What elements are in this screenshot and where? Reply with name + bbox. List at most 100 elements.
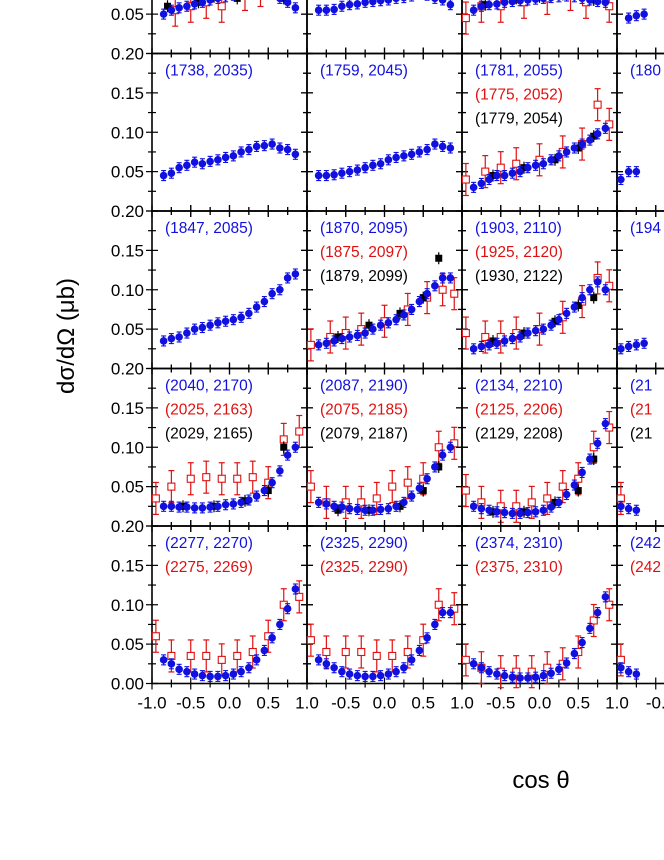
red-open-square-point [450, 592, 459, 626]
blue-dot-point [237, 666, 245, 678]
blue-dot-point [485, 173, 493, 186]
blue-dot-point [376, 158, 385, 170]
panel-r1-c3: (180 [611, 47, 664, 217]
blue-dot-point [190, 502, 199, 514]
panel-r4-c0: (2277, 2270) (2275, 2269) [146, 520, 313, 690]
y-tick-label: 0.00 [111, 675, 144, 694]
blue-dot-point [159, 8, 168, 20]
blue-dot-point [214, 500, 222, 512]
blue-dot-point [624, 503, 633, 515]
panel-data [461, 261, 614, 355]
blue-dot-point [237, 311, 245, 323]
blue-dot-point [175, 162, 183, 174]
blue-dot-point [175, 331, 183, 343]
blue-dot-point [400, 662, 408, 674]
blue-dot-point [601, 284, 610, 296]
blue-dot-point [291, 148, 300, 160]
red-open-square-point [496, 151, 505, 185]
blue-dot-point [400, 496, 408, 508]
blue-dot-point [531, 159, 540, 171]
blue-dot-point [376, 670, 385, 682]
panel-labels: (180 [630, 63, 661, 80]
blue-dot-point [384, 317, 393, 329]
blue-dot-point [330, 335, 338, 347]
blue-dot-point [376, 0, 385, 7]
blue-dot-point [384, 668, 393, 680]
blue-dot-point [221, 670, 230, 682]
blue-dot-point [407, 148, 416, 160]
blue-dot-point [314, 654, 323, 666]
energy-label-black: (1779, 2054) [475, 111, 563, 128]
red-open-square-point [512, 489, 521, 523]
black-square-point [590, 453, 598, 466]
blue-dot-point [206, 319, 214, 331]
blue-dot-point [446, 0, 455, 11]
blue-dot-point [423, 144, 431, 156]
red-open-square-point [593, 88, 602, 122]
blue-dot-point [392, 500, 400, 512]
blue-dot-point [493, 0, 501, 10]
blue-dot-point [260, 644, 269, 656]
blue-dot-point [392, 666, 400, 678]
red-open-square-point [512, 147, 521, 181]
blue-dot-point [632, 339, 641, 351]
blue-dot-point [361, 327, 369, 339]
blue-dot-point [640, 337, 648, 349]
panel-r4-c3: (242 (242 [611, 520, 664, 690]
blue-dot-point [539, 323, 548, 335]
panel-frame [616, 0, 664, 55]
red-open-square-point [279, 588, 288, 622]
x-tick-label: -0. [646, 694, 664, 713]
panel-r2-c1: (1870, 2095) (1875, 2097) (1879, 2099) [301, 205, 468, 375]
blue-dot-point [477, 340, 486, 353]
blue-dot-point [578, 636, 586, 649]
blue-dot-point [415, 644, 424, 656]
blue-dot-point [570, 479, 579, 491]
panel-data [151, 580, 304, 682]
blue-dot-point [314, 4, 323, 16]
blue-dot-point [221, 499, 230, 511]
y-tick-label: 0.10 [111, 596, 144, 615]
blue-dot-point [531, 0, 540, 5]
panel-r3-c1: (2087, 2190) (2075, 2185) (2079, 2187) [301, 362, 468, 532]
blue-dot-point [190, 323, 199, 335]
energy-label-red: (2275, 2269) [165, 559, 253, 576]
blue-dot-point [353, 164, 362, 176]
blue-dot-point [485, 504, 493, 516]
blue-dot-point [508, 167, 517, 179]
red-open-square-point [461, 473, 470, 508]
blue-dot-point [632, 504, 641, 516]
black-square-point [233, 0, 241, 5]
blue-dot-point [376, 319, 385, 331]
blue-dot-point [276, 0, 284, 4]
panel-data [461, 88, 614, 197]
blue-dot-point [229, 150, 238, 162]
blue-dot-point [593, 607, 602, 619]
blue-dot-point [438, 449, 447, 461]
panel-r1-c2: (1781, 2055) (1775, 2052) (1779, 2054) [456, 47, 623, 217]
blue-dot-point [229, 668, 238, 680]
red-open-square-point [341, 635, 350, 669]
blue-dot-point [190, 156, 199, 168]
blue-dot-point [338, 666, 346, 678]
energy-label-red: (2025, 2163) [165, 402, 253, 419]
red-open-square-point [167, 470, 176, 504]
blue-dot-point [214, 0, 222, 4]
black-square-point [536, 0, 543, 3]
blue-dot-point [624, 666, 633, 678]
energy-label-red: (2125, 2206) [475, 402, 563, 419]
blue-dot-point [345, 166, 354, 178]
black-square-point [574, 484, 582, 497]
x-tick-label: 1.0 [295, 694, 319, 713]
y-tick-labels: 0.05 0.05 0.10 0.15 0.20 0.05 0.10 0.15 0.20 0.05… [111, 5, 144, 693]
energy-label-blue: (1903, 2110) [475, 220, 562, 237]
blue-dot-point [624, 12, 633, 24]
blue-dot-point [291, 268, 300, 280]
blue-dot-point [632, 10, 641, 22]
blue-dot-point [159, 654, 168, 666]
blue-dot-point [586, 0, 594, 6]
black-square-point [520, 161, 528, 174]
black-square-point [210, 0, 218, 3]
panel-labels: (1847, 2085) [165, 220, 253, 237]
